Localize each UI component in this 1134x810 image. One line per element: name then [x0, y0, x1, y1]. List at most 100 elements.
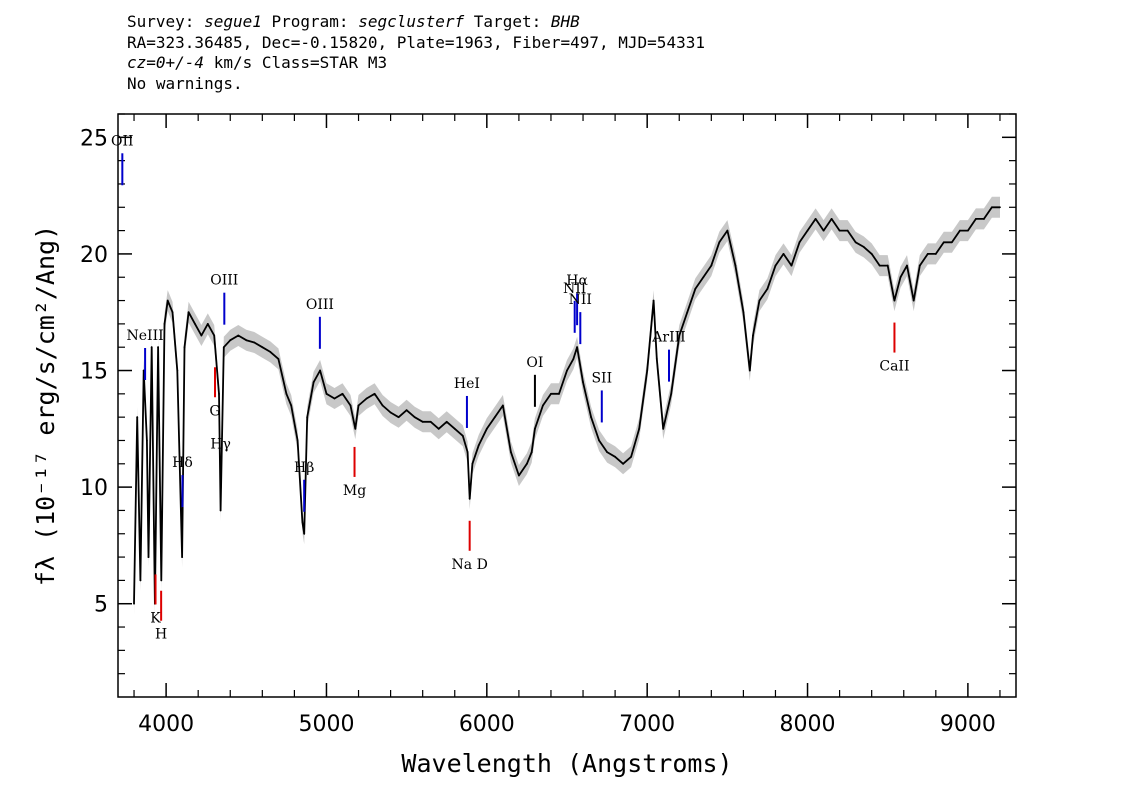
series-point: [566, 369, 568, 372]
series-point: [646, 369, 649, 372]
series-point: [652, 299, 655, 302]
line-marker-label: HeI: [454, 376, 480, 392]
series-point: [139, 579, 142, 582]
line-marker-label: ArIII: [651, 330, 685, 346]
series-point: [638, 427, 641, 430]
series-point: [999, 206, 1001, 209]
series-point: [975, 218, 977, 220]
series-point: [752, 334, 754, 337]
series-point: [830, 218, 833, 220]
series-point: [445, 420, 448, 423]
y-tick-label: 20: [80, 243, 108, 268]
survey-value: segue1: [204, 12, 262, 31]
series-point: [389, 411, 392, 414]
series-point: [734, 264, 737, 267]
series-point: [509, 451, 512, 454]
series-point: [726, 229, 729, 232]
program-label: Program:: [261, 12, 359, 31]
line-marker-label: OIII: [306, 297, 334, 313]
series-point: [296, 439, 299, 442]
series-point: [790, 264, 793, 267]
series-point: [261, 346, 264, 349]
series-point: [798, 241, 801, 244]
series-point: [421, 420, 424, 423]
line-marker-label: OIII: [210, 273, 238, 289]
line-marker-label: Mg: [343, 483, 366, 499]
series-point: [846, 229, 849, 232]
x-tick-label: 9000: [940, 712, 996, 737]
line-marker-label: NII: [569, 292, 592, 308]
series-point: [710, 264, 713, 267]
series-point: [269, 350, 272, 353]
line-marker-label: Hδ: [172, 455, 193, 471]
series-point: [181, 556, 184, 558]
series-point: [357, 404, 360, 407]
series-layer: [133, 196, 1001, 615]
series-point: [983, 218, 985, 220]
series-point: [194, 322, 196, 325]
series-point: [870, 253, 873, 255]
series-point: [622, 462, 625, 465]
series-point: [285, 392, 288, 395]
target-label: Target:: [464, 12, 551, 31]
series-point: [306, 416, 309, 419]
series-point: [838, 229, 841, 232]
series-point: [325, 392, 328, 395]
series-point: [405, 409, 408, 412]
header-line-warnings: No warnings.: [127, 73, 243, 93]
series-point: [136, 416, 139, 419]
axis-ticks: [118, 113, 1016, 697]
x-tick-label: 4000: [138, 712, 194, 737]
series-point: [878, 264, 881, 267]
series-point: [742, 311, 745, 314]
series-line: [133, 206, 1000, 605]
series-point: [966, 229, 969, 232]
header-line-survey: Survey: segue1 Program: segclusterf Targ…: [127, 12, 705, 33]
series-point: [453, 427, 456, 430]
program-value: segclusterf: [358, 12, 465, 31]
series-point: [686, 311, 689, 314]
header-line-redshift: cz=0+/-4 km/s Class=STAR M3: [127, 53, 705, 74]
series-point: [253, 341, 256, 344]
line-marker-label: Hβ: [294, 460, 314, 476]
series-point: [466, 451, 469, 454]
line-marker-label: G: [209, 403, 220, 419]
x-tick-label: 7000: [619, 712, 675, 737]
series-point: [934, 253, 937, 255]
line-marker-label: Na D: [452, 557, 488, 573]
series-point: [145, 439, 148, 442]
line-marker-label: CaII: [879, 359, 909, 375]
series-point: [590, 416, 592, 419]
series-point: [373, 392, 376, 395]
cz-value: cz=0+/-4: [127, 53, 205, 72]
series-point: [534, 427, 536, 430]
series-point: [187, 311, 190, 314]
series-point: [655, 357, 658, 360]
series-point: [806, 229, 809, 232]
series-point: [702, 276, 705, 279]
series-point: [200, 334, 203, 337]
series-point: [766, 288, 769, 290]
series-point: [183, 346, 186, 349]
series-point: [437, 427, 440, 430]
line-marker-label: NII: [563, 281, 586, 297]
series-point: [906, 264, 908, 267]
series-point: [461, 434, 464, 437]
series-point: [718, 241, 721, 244]
series-point: [413, 416, 416, 419]
series-point: [942, 241, 945, 244]
line-marker-label: NeIII: [127, 328, 164, 344]
y-tick-label: 25: [80, 126, 108, 151]
series-point: [245, 339, 248, 342]
series-point: [814, 218, 817, 220]
series-point: [301, 521, 304, 523]
series-point: [176, 369, 179, 372]
x-tick-label: 6000: [459, 712, 515, 737]
series-point: [477, 444, 480, 447]
series-point: [576, 346, 579, 349]
series-point: [912, 299, 915, 302]
series-point: [748, 369, 751, 372]
survey-label: Survey:: [127, 12, 205, 31]
series-point: [341, 392, 344, 395]
